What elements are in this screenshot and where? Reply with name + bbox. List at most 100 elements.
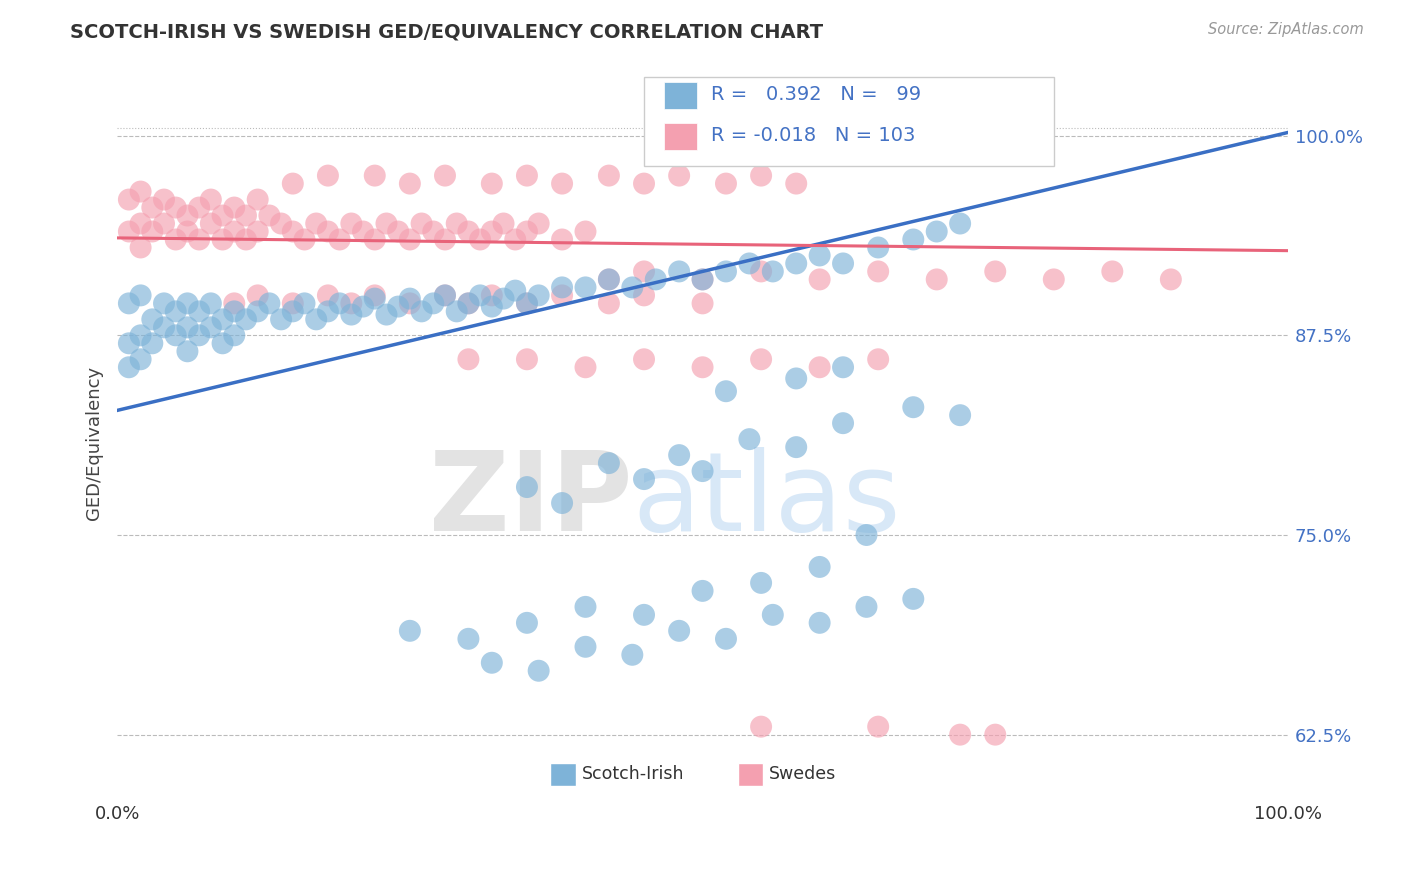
Point — [925, 272, 948, 286]
Point — [574, 640, 596, 654]
Point — [224, 225, 246, 239]
Point — [668, 169, 690, 183]
Point — [714, 264, 737, 278]
Point — [141, 312, 163, 326]
Point — [246, 193, 269, 207]
Point — [668, 624, 690, 638]
Point — [259, 296, 281, 310]
Bar — [738, 763, 763, 786]
Point — [270, 217, 292, 231]
Point — [551, 280, 574, 294]
Point — [446, 304, 468, 318]
Point — [281, 304, 304, 318]
Point — [516, 225, 538, 239]
Point — [481, 225, 503, 239]
Point — [200, 217, 222, 231]
Point — [340, 296, 363, 310]
Point — [387, 225, 409, 239]
Point — [468, 288, 491, 302]
Point — [574, 360, 596, 375]
Point — [200, 296, 222, 310]
Point — [492, 217, 515, 231]
Point — [481, 177, 503, 191]
Point — [481, 300, 503, 314]
Point — [165, 232, 187, 246]
Point — [949, 217, 972, 231]
Point — [644, 272, 666, 286]
FancyBboxPatch shape — [644, 77, 1053, 166]
Point — [340, 308, 363, 322]
Point — [692, 272, 714, 286]
Point — [633, 352, 655, 367]
Point — [118, 296, 141, 310]
Point — [808, 615, 831, 630]
Point — [411, 217, 433, 231]
Point — [211, 232, 233, 246]
Point — [294, 232, 316, 246]
Point — [668, 448, 690, 462]
Point — [621, 280, 644, 294]
Point — [457, 632, 479, 646]
Point — [316, 225, 339, 239]
Point — [516, 296, 538, 310]
Text: R = -0.018   N = 103: R = -0.018 N = 103 — [711, 126, 915, 145]
Point — [153, 320, 176, 334]
Point — [574, 599, 596, 614]
Point — [352, 225, 374, 239]
Point — [305, 217, 328, 231]
Point — [141, 336, 163, 351]
Point — [749, 352, 772, 367]
Point — [598, 272, 620, 286]
Point — [387, 300, 409, 314]
Point — [749, 169, 772, 183]
Point — [785, 371, 807, 385]
Point — [832, 416, 855, 430]
Point — [316, 288, 339, 302]
Point — [246, 304, 269, 318]
Point — [692, 464, 714, 478]
Text: atlas: atlas — [633, 447, 901, 554]
Point — [903, 591, 925, 606]
Point — [808, 560, 831, 574]
Point — [692, 272, 714, 286]
Point — [516, 352, 538, 367]
Point — [633, 607, 655, 622]
Point — [235, 209, 257, 223]
Point — [808, 360, 831, 375]
Point — [749, 575, 772, 590]
Point — [1160, 272, 1182, 286]
Text: R =   0.392   N =   99: R = 0.392 N = 99 — [711, 85, 921, 104]
Point — [165, 328, 187, 343]
Point — [598, 296, 620, 310]
Point — [153, 217, 176, 231]
Point — [329, 296, 352, 310]
Point — [176, 225, 198, 239]
Point — [153, 193, 176, 207]
Point — [738, 256, 761, 270]
Point — [984, 264, 1007, 278]
Point — [411, 304, 433, 318]
Point — [1101, 264, 1123, 278]
Point — [188, 232, 211, 246]
Text: Scotch-Irish: Scotch-Irish — [582, 765, 685, 783]
Point — [141, 201, 163, 215]
Point — [633, 288, 655, 302]
Point — [141, 225, 163, 239]
Point — [1042, 272, 1064, 286]
Point — [224, 296, 246, 310]
Point — [855, 599, 877, 614]
Point — [714, 632, 737, 646]
Point — [468, 232, 491, 246]
Point — [692, 296, 714, 310]
Point — [633, 264, 655, 278]
Point — [224, 328, 246, 343]
Point — [422, 296, 444, 310]
Point — [129, 217, 152, 231]
Point — [224, 201, 246, 215]
Point — [129, 240, 152, 254]
Point — [433, 169, 456, 183]
Point — [503, 284, 526, 298]
Point — [633, 177, 655, 191]
Point — [433, 288, 456, 302]
Point — [224, 304, 246, 318]
